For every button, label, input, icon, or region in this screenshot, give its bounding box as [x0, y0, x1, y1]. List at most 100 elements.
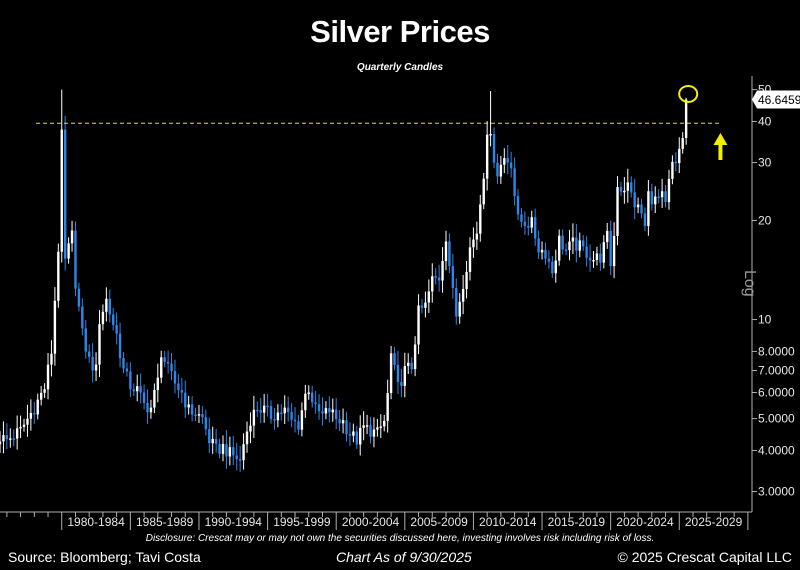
candle-body: [585, 246, 588, 258]
candle-body: [112, 314, 115, 325]
y-tick-label: 5.0000: [758, 412, 795, 426]
candle: [146, 389, 149, 425]
candle-body: [485, 134, 489, 179]
candle-body: [341, 420, 345, 424]
candle: [379, 414, 383, 438]
candle-body: [479, 204, 482, 234]
candle-body: [163, 357, 166, 362]
candle: [355, 425, 358, 450]
candle: [496, 153, 499, 185]
candle: [204, 409, 208, 436]
candle-body: [458, 301, 461, 317]
candle: [43, 383, 46, 398]
candle-body: [431, 276, 434, 292]
candle: [249, 412, 252, 444]
candle: [434, 267, 437, 285]
candle-body: [19, 426, 22, 429]
candle: [616, 176, 619, 246]
candle: [630, 176, 633, 198]
candle-body: [0, 441, 2, 445]
candle: [26, 404, 29, 437]
candle-body: [39, 392, 43, 400]
candle: [266, 393, 269, 417]
candle: [232, 435, 235, 466]
candle-body: [540, 249, 544, 253]
candle-body: [609, 230, 612, 267]
candle-body: [53, 300, 57, 354]
candle: [187, 395, 190, 415]
candle: [122, 352, 125, 374]
candle: [115, 312, 118, 345]
candle-body: [317, 404, 321, 412]
candle: [564, 243, 568, 256]
candle-body: [228, 447, 232, 457]
candle: [177, 374, 180, 399]
candle: [60, 89, 63, 263]
candle-body: [509, 162, 513, 169]
candle-body: [499, 164, 503, 177]
candle-body: [218, 443, 221, 454]
candle-body: [249, 425, 252, 432]
candle: [424, 291, 427, 318]
candle: [437, 264, 441, 292]
candle: [50, 340, 53, 377]
candle-body: [434, 276, 437, 278]
candle: [259, 397, 262, 424]
candle-body: [63, 129, 67, 259]
candle: [156, 363, 160, 403]
candle: [256, 401, 259, 417]
candle: [509, 151, 513, 178]
candle: [413, 336, 417, 377]
candle-body: [664, 191, 667, 203]
candle: [132, 383, 135, 397]
y-tick-label: 30: [758, 156, 772, 170]
candle-body: [252, 409, 256, 426]
candle: [386, 379, 389, 433]
candle: [63, 115, 67, 271]
candle: [660, 178, 664, 208]
candle: [585, 236, 588, 267]
candle-body: [225, 444, 228, 457]
candle: [667, 169, 671, 210]
candle-body: [304, 393, 307, 411]
candle: [19, 415, 22, 439]
candle-body: [67, 243, 70, 259]
y-axis: 50403020108.00007.00006.00005.00004.0000…: [751, 76, 800, 512]
candle: [15, 415, 19, 450]
candle-body: [84, 328, 87, 352]
candle-body: [369, 425, 372, 437]
candle: [599, 243, 602, 271]
candle: [218, 438, 221, 459]
candle: [455, 278, 458, 325]
candle-body: [362, 425, 365, 428]
candle: [238, 445, 242, 472]
candle: [458, 293, 461, 324]
candle-body: [122, 358, 125, 369]
candle-body: [417, 305, 420, 345]
candle-body: [674, 161, 678, 164]
candle: [22, 418, 26, 432]
candle-body: [606, 230, 609, 243]
disclosure-text: Disclosure: Crescat may or may not own t…: [145, 533, 655, 544]
candles-layer: [0, 89, 688, 472]
candle-body: [557, 235, 561, 261]
candle-body: [633, 192, 636, 208]
candle: [619, 181, 623, 196]
candle-body: [142, 392, 146, 403]
candle-body: [280, 412, 283, 415]
candle: [81, 298, 84, 336]
candle: [503, 148, 506, 174]
x-period-label: 1990-1994: [205, 515, 263, 529]
candle-body: [269, 406, 273, 420]
candle-body: [407, 362, 410, 366]
candle-body: [184, 392, 187, 408]
candle: [307, 385, 310, 400]
candle: [335, 398, 338, 430]
candle-body: [201, 414, 204, 418]
candle-body: [657, 196, 660, 199]
candle: [33, 402, 36, 424]
candle: [420, 298, 424, 314]
candle: [650, 183, 654, 211]
candle-body: [259, 409, 262, 413]
candle-body: [74, 230, 77, 289]
